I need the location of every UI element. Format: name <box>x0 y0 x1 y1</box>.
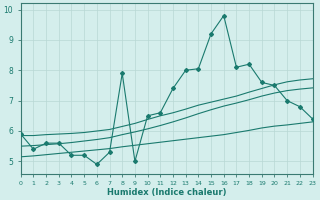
X-axis label: Humidex (Indice chaleur): Humidex (Indice chaleur) <box>107 188 226 197</box>
